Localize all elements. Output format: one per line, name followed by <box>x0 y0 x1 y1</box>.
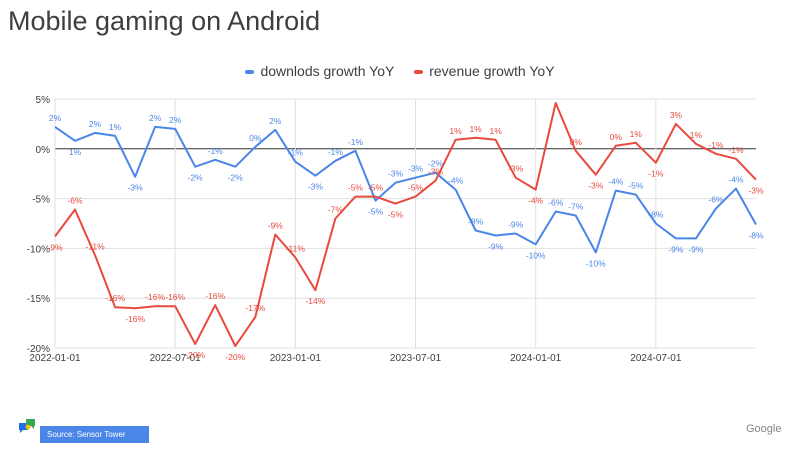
data-label-revenue: -16% <box>125 314 145 324</box>
brand-label: Google <box>746 423 782 435</box>
data-label-downloads: -10% <box>586 258 606 268</box>
data-label-revenue: -3% <box>588 181 604 191</box>
legend-swatch-revenue <box>414 70 424 75</box>
data-label-downloads: -9% <box>488 241 504 251</box>
x-tick-label: 2024-01-01 <box>510 353 562 364</box>
data-label-revenue: -1% <box>648 169 664 179</box>
series-line-downloads <box>54 125 757 254</box>
data-label-downloads: -9% <box>688 244 704 254</box>
data-label-downloads: -3% <box>408 164 424 174</box>
x-tick-label: 2023-07-01 <box>390 353 442 364</box>
data-label-revenue: -9% <box>268 220 284 230</box>
data-label-downloads: -1% <box>288 148 304 158</box>
legend-item-revenue[interactable]: revenue growth YoY <box>414 63 555 79</box>
data-label-revenue: -5% <box>368 183 384 193</box>
data-label-downloads: -4% <box>728 175 744 185</box>
data-label-revenue: -16% <box>205 291 225 301</box>
x-tick-label: 2023-01-01 <box>270 353 322 364</box>
data-label-revenue: -5% <box>348 183 364 193</box>
x-tick-label: 2024-07-01 <box>630 353 682 364</box>
y-tick-label: -5% <box>32 195 50 206</box>
data-label-revenue: -3% <box>748 186 764 196</box>
data-label-downloads: -3% <box>388 169 404 179</box>
data-label-revenue: 1% <box>449 126 462 136</box>
data-label-downloads: 2% <box>169 115 182 125</box>
legend-label-downloads: downlods growth YoY <box>260 63 395 79</box>
data-label-downloads: 2% <box>89 119 102 129</box>
data-label-downloads: -4% <box>448 176 464 186</box>
data-label-revenue: -6% <box>67 196 83 206</box>
x-tick-label: 2022-07-01 <box>150 353 202 364</box>
series-line-revenue <box>54 102 757 347</box>
data-label-revenue: -20% <box>185 350 205 360</box>
data-label-downloads: -3% <box>308 182 324 192</box>
data-label-revenue: -20% <box>225 352 245 362</box>
data-label-revenue: 0% <box>570 137 583 147</box>
data-label-downloads: -7% <box>568 202 584 212</box>
data-label-downloads: -4% <box>608 177 624 187</box>
data-label-revenue: 0% <box>610 132 623 142</box>
data-label-downloads: -1% <box>328 147 344 157</box>
data-label-downloads: 2% <box>149 113 162 123</box>
legend-label-revenue: revenue growth YoY <box>429 63 555 79</box>
data-label-revenue: -16% <box>145 292 165 302</box>
data-label-revenue: -16% <box>165 292 185 302</box>
data-label-revenue: -7% <box>328 205 344 215</box>
data-label-revenue: -4% <box>528 196 544 206</box>
y-tick-label: 5% <box>36 95 51 106</box>
data-label-downloads: 2% <box>269 116 282 126</box>
data-label-downloads: 1% <box>69 147 82 157</box>
y-tick-label: -15% <box>27 294 50 305</box>
data-label-revenue: -9% <box>47 242 63 252</box>
data-label-downloads: -10% <box>526 250 546 260</box>
data-label-downloads: -5% <box>368 207 384 217</box>
source-label: Source: Sensor Tower <box>40 426 149 443</box>
data-label-downloads: 1% <box>109 122 122 132</box>
chart-legend: downlods growth YoY revenue growth YoY <box>0 63 800 79</box>
y-tick-label: -20% <box>27 344 50 355</box>
data-label-revenue: -5% <box>388 210 404 220</box>
data-label-revenue: -1% <box>708 140 724 150</box>
data-label-revenue: -3% <box>508 164 524 174</box>
data-label-revenue: -11% <box>286 243 306 253</box>
page-title: Mobile gaming on Android <box>8 6 321 36</box>
data-label-downloads: -8% <box>748 230 764 240</box>
data-label-downloads: -1% <box>208 146 224 156</box>
data-label-downloads: -2% <box>228 173 244 183</box>
data-label-downloads: -5% <box>628 181 644 191</box>
data-label-revenue: -16% <box>105 293 125 303</box>
data-label-downloads: -1% <box>348 137 364 147</box>
data-label-downloads: -9% <box>668 244 684 254</box>
data-label-downloads: 0% <box>249 133 262 143</box>
data-label-revenue: -1% <box>728 145 744 155</box>
data-label-downloads: 2% <box>49 113 62 123</box>
data-label-downloads: -2% <box>428 159 444 169</box>
data-label-downloads: -6% <box>548 198 564 208</box>
data-label-revenue: 1% <box>630 129 643 139</box>
data-label-revenue: 1% <box>489 126 502 136</box>
data-label-revenue: 1% <box>690 130 703 140</box>
data-label-downloads: -8% <box>468 216 484 226</box>
data-label-revenue: -14% <box>305 296 325 306</box>
data-label-revenue: 1% <box>469 124 482 134</box>
data-label-revenue: -11% <box>85 241 105 251</box>
data-label-revenue: -3% <box>428 167 444 177</box>
data-label-downloads: -9% <box>508 219 524 229</box>
y-tick-label: -10% <box>27 244 50 255</box>
data-label-revenue: -17% <box>245 303 265 313</box>
data-label-downloads: -3% <box>128 183 144 193</box>
chat-bubbles-icon <box>19 419 35 433</box>
data-label-downloads: -6% <box>708 195 724 205</box>
y-tick-label: 0% <box>36 145 51 156</box>
data-label-revenue: -5% <box>408 183 424 193</box>
x-tick-label: 2022-01-01 <box>29 353 81 364</box>
legend-item-downloads[interactable]: downlods growth YoY <box>245 63 394 79</box>
data-label-downloads: -8% <box>648 210 664 220</box>
legend-swatch-downloads <box>245 70 255 75</box>
data-label-revenue: 3% <box>670 110 683 120</box>
data-label-downloads: -2% <box>188 173 204 183</box>
